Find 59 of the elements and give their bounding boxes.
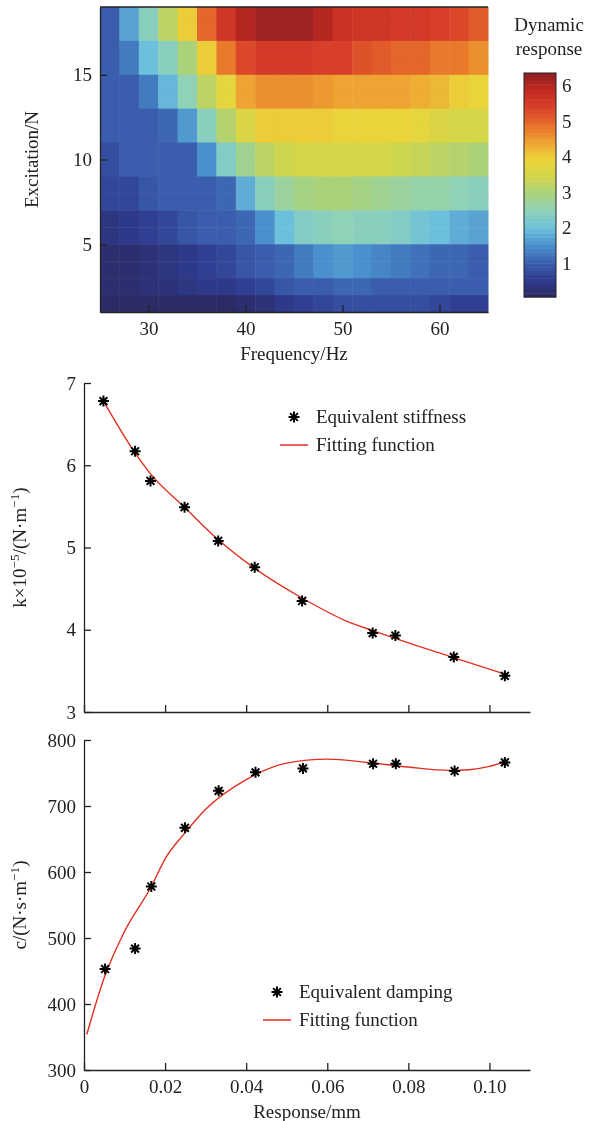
y-tick-label: 800	[47, 729, 76, 751]
point	[178, 500, 192, 514]
color-bar-label: 4	[562, 146, 572, 168]
point	[212, 784, 226, 798]
y-tick-label: 10	[73, 149, 92, 171]
point	[178, 821, 192, 835]
color-bar-label: 6	[562, 75, 572, 97]
color-bar-label: 2	[562, 217, 572, 239]
y-tick-label: 15	[73, 64, 92, 86]
point	[248, 560, 262, 574]
point	[366, 757, 380, 771]
point	[389, 757, 403, 771]
x-tick-label: 0.02	[148, 1076, 183, 1098]
color-bar-label: 5	[562, 110, 572, 132]
y-tick-label: 5	[66, 537, 76, 559]
x-tick-label: 0	[79, 1076, 90, 1098]
point	[144, 880, 158, 894]
x-tick-label: 0.10	[473, 1076, 507, 1098]
point	[98, 962, 112, 976]
legend-label: Equivalent stiffness	[316, 406, 467, 427]
y-tick-label: 6	[66, 454, 76, 476]
point	[249, 765, 263, 779]
x-tick-label: 60	[430, 318, 450, 340]
x-tick-label: 50	[333, 318, 353, 340]
color-bar-label: 3	[562, 181, 572, 203]
point	[447, 650, 461, 664]
x-tick-label: 40	[236, 318, 256, 340]
x-tick-label: 0.06	[311, 1076, 345, 1098]
color-bar-title: Dynamic response	[514, 14, 584, 59]
y-tick-label: 600	[47, 861, 76, 883]
y-tick-label: 7	[66, 372, 76, 394]
color-bar-label: 1	[562, 252, 572, 274]
y-tick-label: 500	[47, 927, 76, 949]
x-tick-label: 0.08	[392, 1076, 426, 1098]
point	[448, 764, 462, 778]
y-tick-label: 3	[66, 701, 76, 723]
point	[498, 669, 512, 683]
x-tick-label: 0.04	[230, 1076, 264, 1098]
point	[128, 942, 142, 956]
y-axis-title: Excitation/N	[21, 110, 42, 209]
y-tick-label: 4	[66, 619, 77, 641]
y-tick-label: 300	[47, 1059, 76, 1081]
x-tick-label: 30	[139, 318, 159, 340]
point	[295, 594, 309, 608]
point	[296, 761, 310, 775]
point	[128, 444, 142, 458]
y-tick-label: 700	[47, 795, 76, 817]
y-tick-label: 400	[47, 993, 76, 1015]
point	[366, 626, 380, 640]
point	[96, 394, 110, 408]
y-tick-label: 5	[82, 233, 92, 255]
legend-label: Fitting function	[299, 1009, 419, 1030]
point	[498, 755, 512, 769]
x-axis-title: Frequency/Hz	[240, 343, 348, 364]
legend-label: Fitting function	[316, 434, 436, 455]
point	[211, 534, 225, 548]
point	[143, 474, 157, 488]
point	[388, 629, 402, 643]
legend-label: Equivalent damping	[299, 981, 454, 1002]
